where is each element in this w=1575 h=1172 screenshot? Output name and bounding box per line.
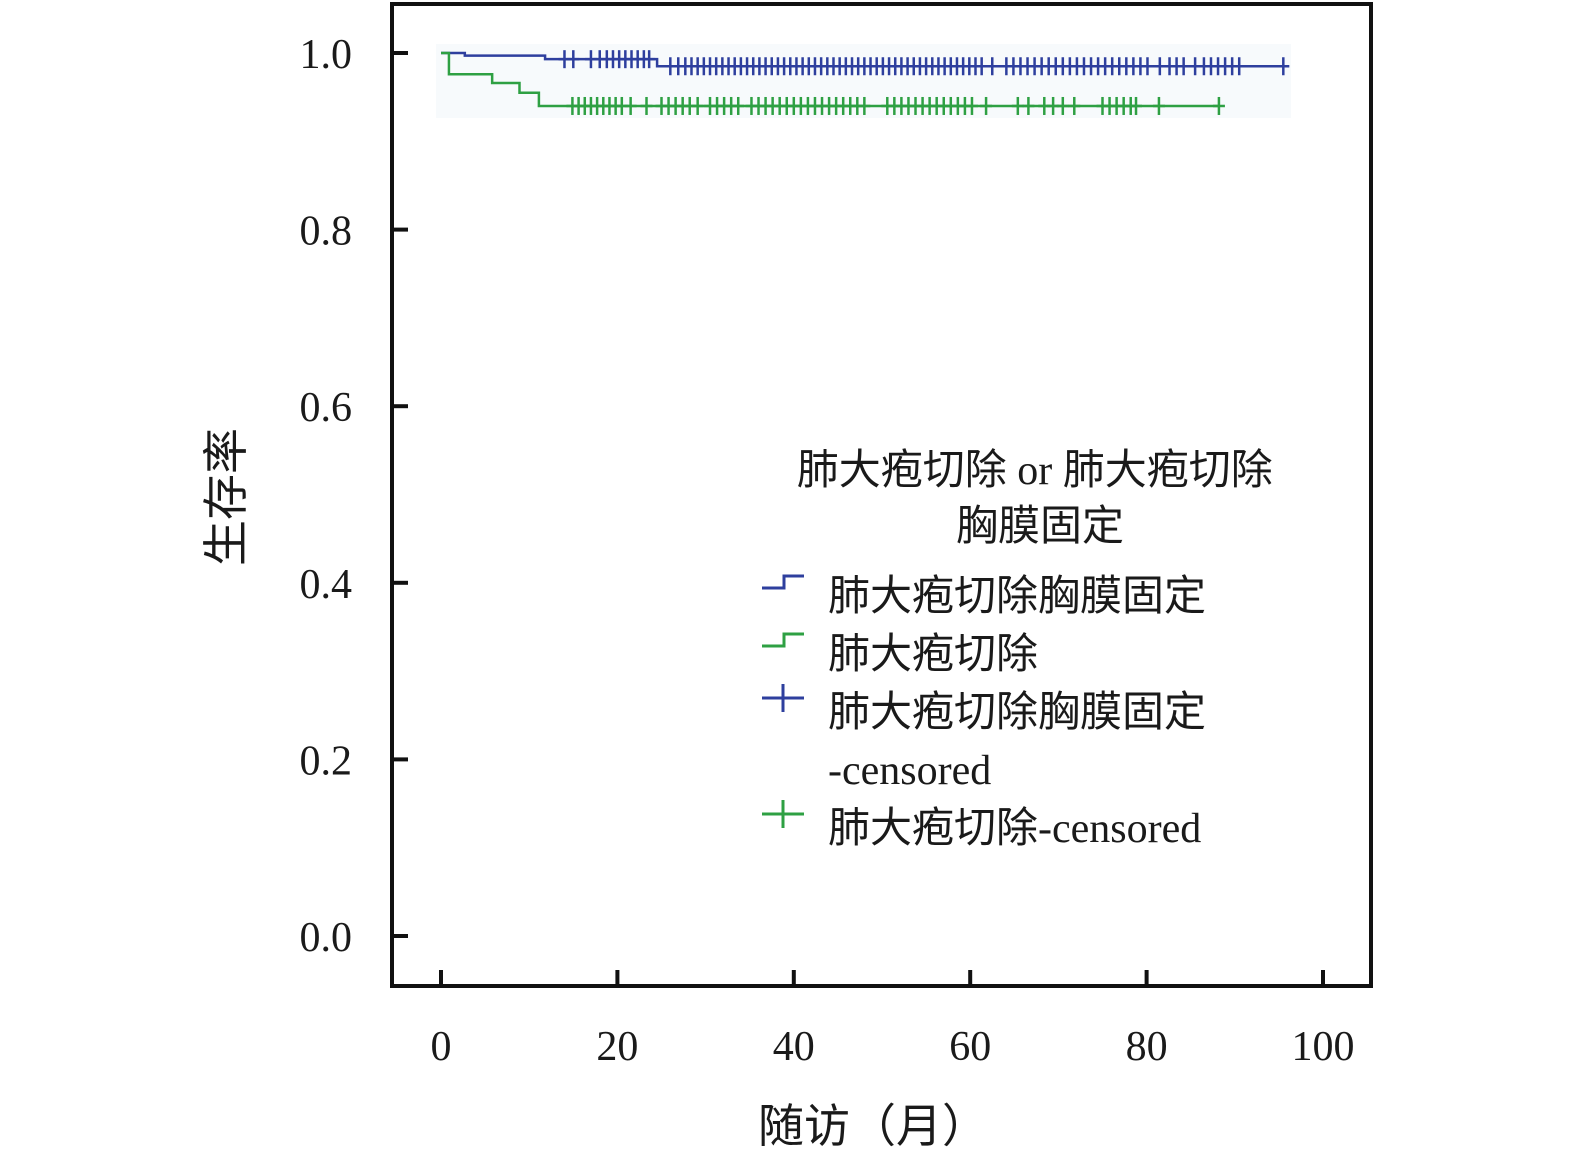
censor-mark: [965, 96, 978, 115]
censor-mark: [1022, 96, 1035, 115]
x-tick-label: 20: [596, 1024, 638, 1070]
censor-mark: [1130, 96, 1143, 115]
x-tick-label: 0: [431, 1024, 452, 1070]
censor-mark: [1277, 57, 1290, 76]
legend-entry-label: 肺大疱切除-censored: [828, 805, 1201, 852]
legend-title-line-2: 胸膜固定: [956, 503, 1124, 550]
x-axis-ticks: 0 20 40 60 80 100: [431, 970, 1355, 1070]
censor-mark: [643, 50, 656, 69]
x-tick-label: 40: [773, 1024, 815, 1070]
y-tick-label: 0.8: [300, 209, 353, 255]
survival-curve: [441, 51, 1284, 68]
y-tick-label: 0.2: [300, 738, 353, 784]
censor-mark: [567, 50, 580, 69]
censor-mark: [1141, 57, 1154, 76]
series-layer: [441, 50, 1290, 115]
censor-mark: [1056, 96, 1069, 115]
censor-mark: [1152, 96, 1165, 115]
survival-curve: [441, 51, 1219, 108]
censor-mark: [975, 57, 988, 76]
censor-mark: [980, 96, 993, 115]
y-axis-title: 生存率: [201, 428, 252, 566]
censor-mark: [732, 96, 745, 115]
legend-entry-label-line-2: -censored: [828, 748, 991, 794]
legend-step-swatch: [762, 632, 804, 648]
y-axis-ticks: 0.0 0.2 0.4 0.6 0.8 1.0: [300, 32, 408, 961]
x-tick-label: 100: [1292, 1024, 1355, 1070]
x-tick-label: 60: [949, 1024, 991, 1070]
legend-entry-label: 肺大疱切除胸膜固定: [828, 573, 1206, 620]
censor-mark: [1177, 57, 1190, 76]
censor-mark: [1068, 96, 1081, 115]
censor-mark: [640, 96, 653, 115]
legend-step-swatch: [762, 574, 804, 590]
y-tick-label: 0.0: [300, 915, 353, 961]
censor-mark: [624, 96, 637, 115]
plot-frame: [390, 2, 1373, 988]
legend-entries: 肺大疱切除胸膜固定肺大疱切除肺大疱切除胸膜固定-censored肺大疱切除-ce…: [762, 573, 1206, 852]
y-tick-label: 0.6: [300, 385, 353, 431]
censor-mark: [858, 96, 871, 115]
legend-title: 肺大疱切除 or 肺大疱切除 胸膜固定: [797, 447, 1284, 550]
x-tick-label: 80: [1126, 1024, 1168, 1070]
y-tick-label: 0.4: [300, 562, 353, 608]
legend-entry-label: 肺大疱切除胸膜固定 -censored: [828, 689, 1206, 794]
legend-title-line-1: 肺大疱切除 or 肺大疱切除: [797, 447, 1273, 494]
censor-mark: [1011, 96, 1024, 115]
x-axis-title: 随访（月）: [758, 1101, 988, 1152]
y-tick-label: 1.0: [300, 32, 353, 78]
legend-entry-label-line-1: 肺大疱切除胸膜固定: [828, 689, 1206, 736]
censor-mark: [1233, 57, 1246, 76]
censor-mark: [1212, 96, 1225, 115]
censor-mark: [691, 96, 704, 115]
legend-entry-label: 肺大疱切除: [828, 631, 1038, 678]
legend: 肺大疱切除 or 肺大疱切除 胸膜固定 肺大疱切除胸膜固定肺大疱切除肺大疱切除胸…: [762, 447, 1284, 852]
censor-mark: [986, 57, 999, 76]
